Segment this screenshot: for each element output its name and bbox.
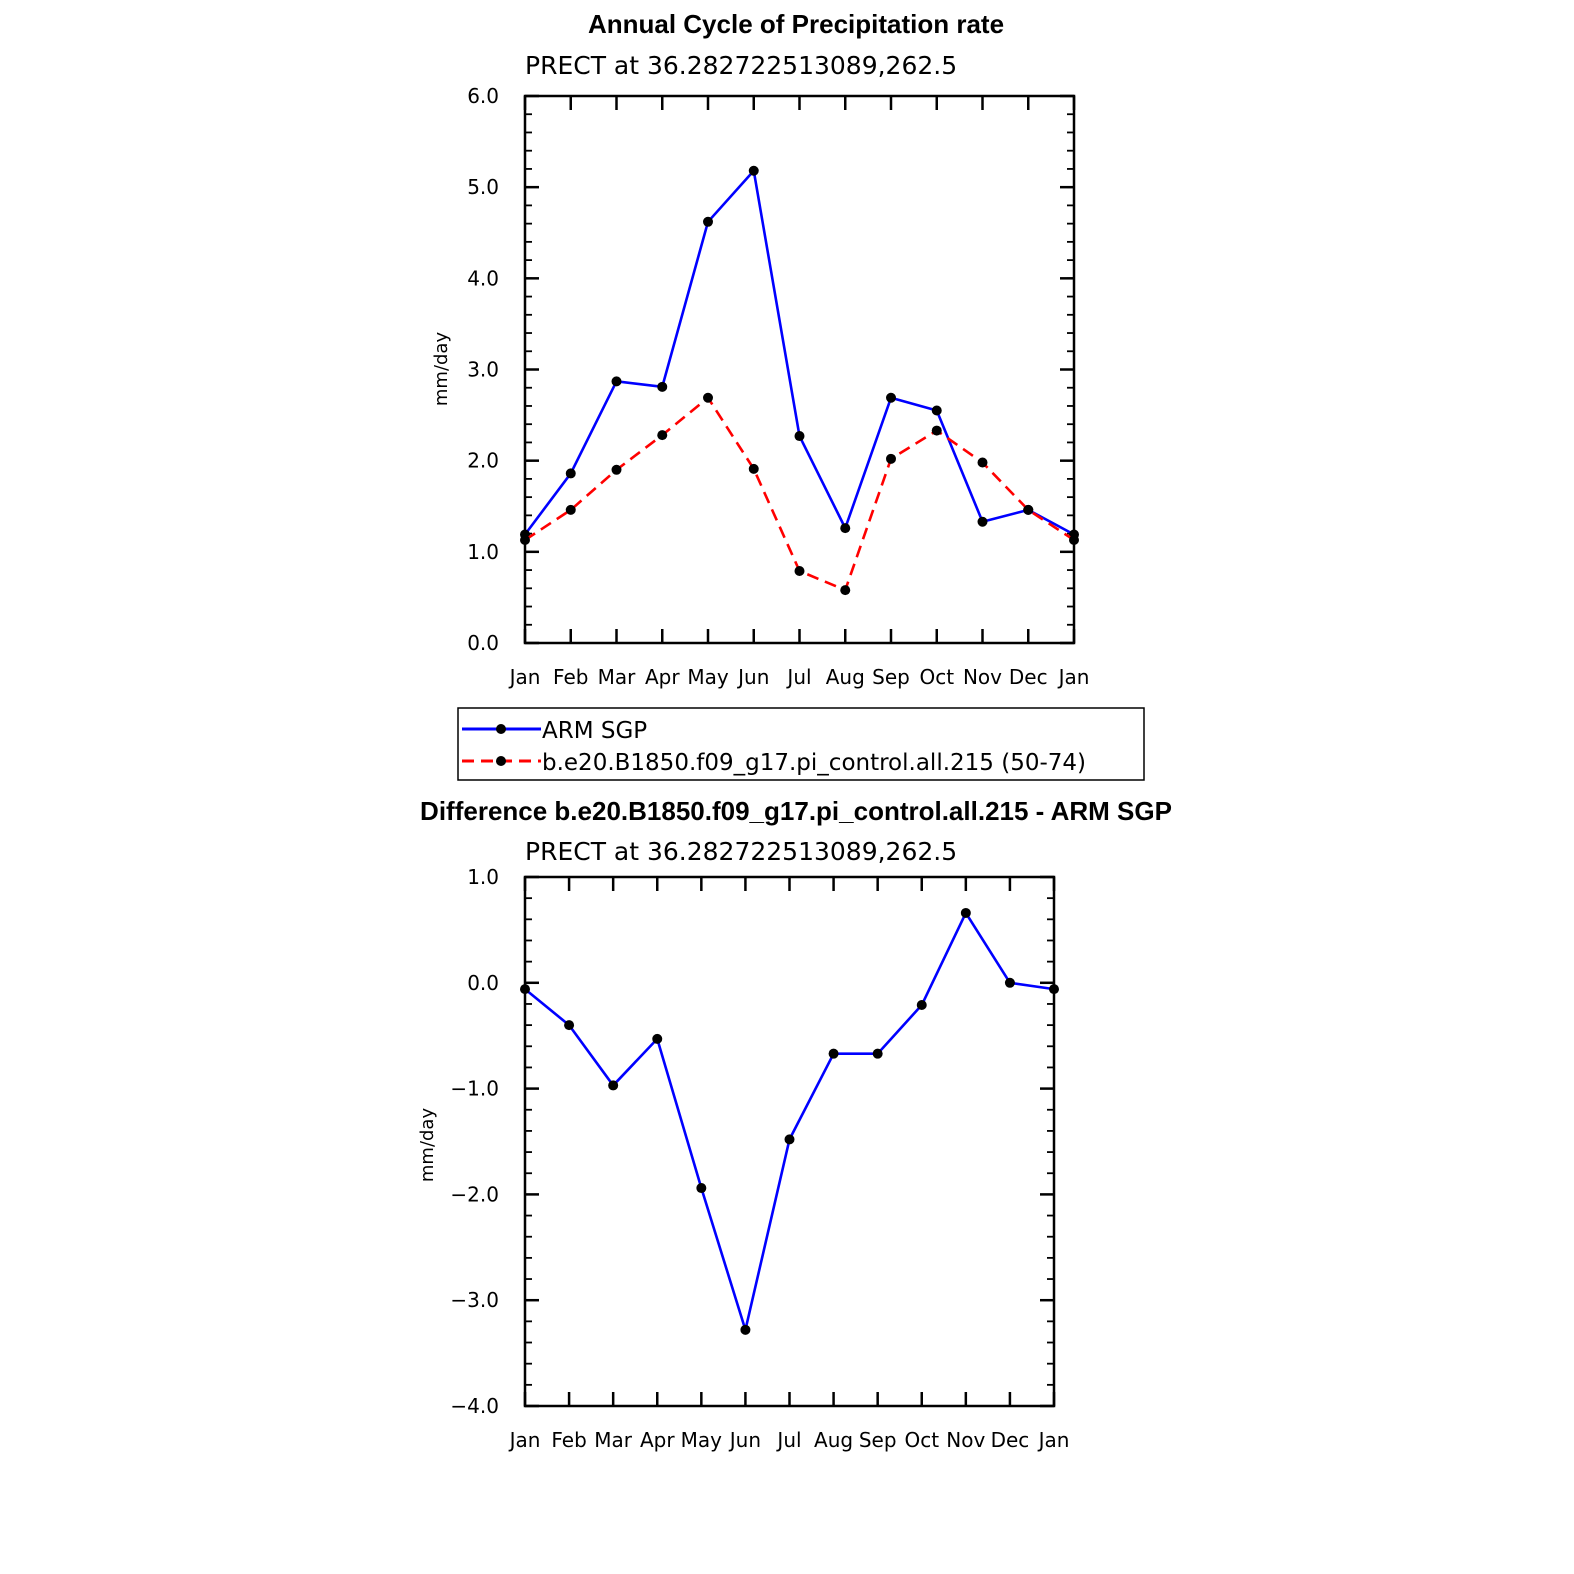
data-point-series-0-bottom [1049, 984, 1059, 995]
data-point-b-e20-b1850-f09-g17-pi-control-all-215-50-74-top [703, 392, 713, 403]
y-tick-label-top: 6.0 [467, 84, 499, 108]
data-point-series-0-bottom [960, 907, 971, 918]
y-axis-label-bottom: mm/day [417, 1108, 438, 1183]
x-tick-label-top: Feb [553, 665, 588, 689]
data-point-series-0-bottom [652, 1033, 663, 1044]
data-point-b-e20-b1850-f09-g17-pi-control-all-215-50-74-top [520, 534, 530, 545]
x-tick-label-bottom: Jan [508, 1428, 541, 1452]
x-tick-label-top: Jan [508, 665, 541, 689]
x-tick-label-bottom: Jun [728, 1428, 761, 1452]
x-tick-label-bottom: Dec [991, 1428, 1030, 1452]
y-tick-label-top: 4.0 [467, 266, 499, 290]
x-tick-label-bottom: Mar [594, 1428, 633, 1452]
x-tick-label-bottom: Apr [640, 1428, 675, 1452]
data-point-series-0-bottom [784, 1134, 795, 1145]
y-tick-label-top: 3.0 [467, 358, 499, 382]
data-point-arm-sgp-top [840, 523, 851, 534]
data-point-b-e20-b1850-f09-g17-pi-control-all-215-50-74-top [931, 425, 942, 436]
data-point-series-0-bottom [740, 1324, 751, 1335]
data-point-b-e20-b1850-f09-g17-pi-control-all-215-50-74-top [748, 463, 759, 474]
data-point-arm-sgp-top [703, 216, 713, 227]
x-tick-label-top: Dec [1009, 665, 1048, 689]
data-point-arm-sgp-top [657, 381, 668, 392]
y-tick-label-bottom: 0.0 [467, 971, 499, 995]
x-tick-label-bottom: Nov [946, 1428, 985, 1452]
x-tick-label-top: Aug [826, 665, 865, 689]
data-point-b-e20-b1850-f09-g17-pi-control-all-215-50-74-top [1023, 504, 1034, 515]
chart-subtitle-bottom: PRECT at 36.282722513089,262.5 [525, 837, 957, 866]
y-tick-label-bottom: −4.0 [450, 1394, 499, 1418]
y-tick-label-top: 1.0 [467, 540, 499, 564]
x-tick-label-top: May [687, 665, 729, 689]
data-point-series-0-bottom [828, 1048, 839, 1059]
data-point-series-0-bottom [520, 984, 530, 995]
y-tick-label-bottom: −3.0 [450, 1288, 499, 1312]
y-tick-label-top: 5.0 [467, 175, 499, 199]
legend-marker-arm-sgp [496, 724, 506, 734]
x-tick-label-bottom: May [681, 1428, 723, 1452]
x-tick-label-top: Jan [1057, 665, 1090, 689]
data-point-b-e20-b1850-f09-g17-pi-control-all-215-50-74-top [565, 504, 576, 515]
legend-label-model: b.e20.B1850.f09_g17.pi_control.all.215 (… [542, 750, 1086, 776]
y-tick-label-bottom: −2.0 [450, 1182, 499, 1206]
x-tick-label-top: Mar [598, 665, 637, 689]
data-point-b-e20-b1850-f09-g17-pi-control-all-215-50-74-top [611, 464, 622, 475]
x-tick-label-bottom: Jul [775, 1428, 801, 1452]
legend-marker-model [496, 756, 506, 766]
plot-area-bottom: Jan Feb Mar Apr May Jun Jul Aug Sep Oct Nov Dec Jan−… [450, 865, 1069, 1452]
data-point-b-e20-b1850-f09-g17-pi-control-all-215-50-74-top [977, 457, 988, 468]
plot-frame-top [523, 94, 1076, 645]
data-point-series-0-bottom [872, 1048, 883, 1059]
legend: ARM SGP b.e20.B1850.f09_g17.pi_control.a… [457, 707, 1145, 781]
x-tick-label-top: Oct [919, 665, 954, 689]
data-point-b-e20-b1850-f09-g17-pi-control-all-215-50-74-top [886, 453, 896, 464]
data-point-arm-sgp-top [565, 468, 576, 479]
y-tick-label-top: 0.0 [467, 631, 499, 655]
data-point-b-e20-b1850-f09-g17-pi-control-all-215-50-74-top [794, 565, 805, 576]
data-point-series-0-bottom [564, 1020, 575, 1031]
data-point-b-e20-b1850-f09-g17-pi-control-all-215-50-74-top [657, 430, 668, 441]
data-point-arm-sgp-top [931, 405, 942, 416]
data-point-series-0-bottom [916, 1000, 927, 1011]
chart-title-top: Annual Cycle of Precipitation rate [588, 9, 1004, 39]
data-point-arm-sgp-top [886, 392, 896, 403]
legend-box [457, 707, 1145, 781]
x-tick-label-bottom: Jan [1037, 1428, 1070, 1452]
chart-subtitle-top: PRECT at 36.282722513089,262.5 [525, 51, 957, 80]
data-point-arm-sgp-top [794, 431, 805, 442]
data-point-b-e20-b1850-f09-g17-pi-control-all-215-50-74-top [840, 585, 851, 596]
x-tick-label-bottom: Oct [904, 1428, 939, 1452]
data-point-series-0-bottom [608, 1080, 619, 1091]
data-point-arm-sgp-top [977, 516, 988, 527]
data-point-arm-sgp-top [611, 376, 622, 387]
legend-label-arm-sgp: ARM SGP [542, 718, 647, 744]
series-line-b-e20-b1850-f09-g17-pi-control-all-215-50-74-top [524, 396, 1075, 592]
series-line-arm-sgp-top [523, 169, 1075, 536]
y-tick-label-top: 2.0 [467, 449, 499, 473]
y-tick-label-bottom: −1.0 [450, 1077, 499, 1101]
x-tick-label-bottom: Aug [814, 1428, 853, 1452]
x-tick-label-top: Nov [963, 665, 1002, 689]
y-tick-label-bottom: 1.0 [467, 865, 499, 889]
x-tick-label-top: Jul [785, 665, 811, 689]
plot-area-top: Jan Feb Mar Apr May Jun Jul Aug Sep Oct Nov Dec Jan 0… [467, 84, 1089, 689]
x-tick-label-bottom: Feb [551, 1428, 586, 1452]
data-point-arm-sgp-top [748, 165, 759, 176]
y-axis-label-top: mm/day [431, 332, 452, 407]
x-tick-label-top: Jun [736, 665, 769, 689]
data-point-series-0-bottom [696, 1183, 707, 1194]
series-line-series-0-bottom [524, 911, 1055, 1332]
data-point-series-0-bottom [1004, 977, 1015, 988]
x-tick-label-top: Apr [645, 665, 680, 689]
x-tick-label-top: Sep [872, 665, 910, 689]
data-point-b-e20-b1850-f09-g17-pi-control-all-215-50-74-top [1069, 534, 1079, 545]
x-tick-label-bottom: Sep [859, 1428, 897, 1452]
chart-title-bottom: Difference b.e20.B1850.f09_g17.pi_contro… [420, 796, 1172, 826]
